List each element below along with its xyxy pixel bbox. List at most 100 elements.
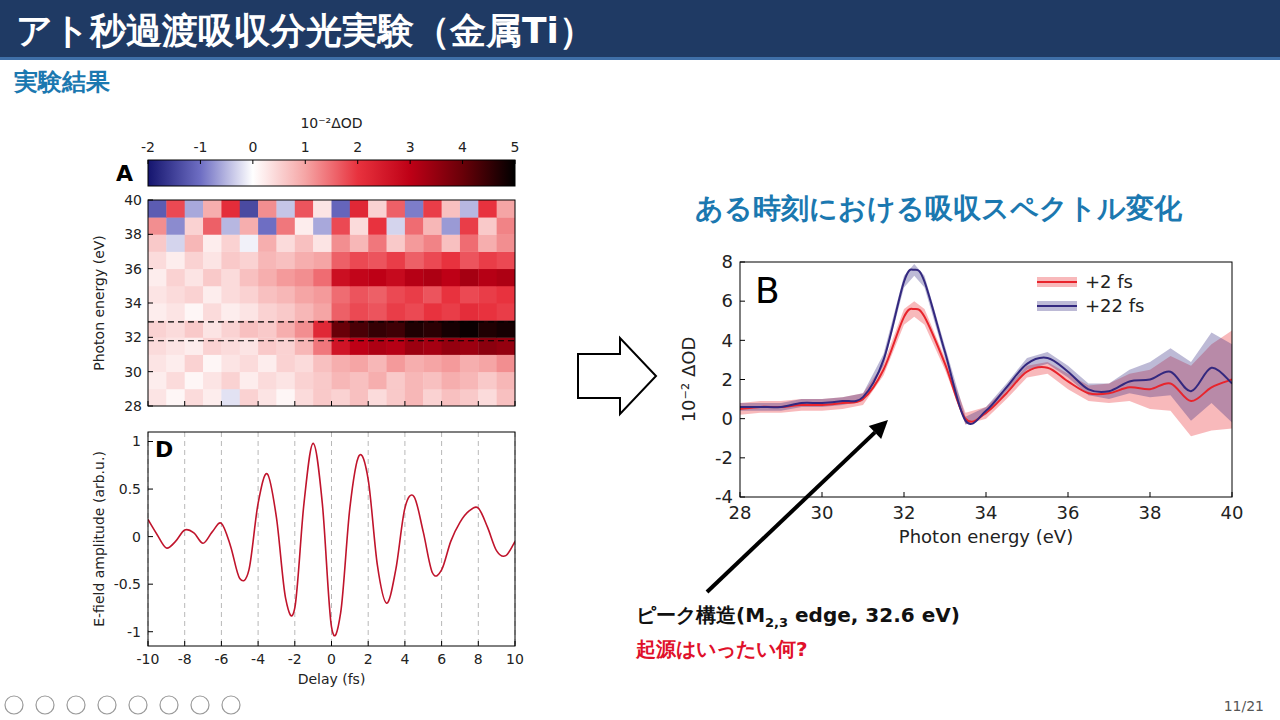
heatmap-cell [240,286,259,304]
x-tick [404,401,405,406]
heatmap-cell [387,200,406,218]
heatmap-cell [368,355,387,373]
y-tick [740,301,745,302]
heatmap-cells [148,200,515,406]
heatmap-cell [460,389,479,406]
heatmap-cell [350,320,369,338]
heatmap-cell [368,337,387,355]
y-tick-label: 4 [722,330,733,351]
plot-marks [148,443,515,635]
colorbar-tick-label: 2 [353,139,362,155]
heatmap-cell [423,303,442,321]
x-tick-label: 2 [364,651,373,667]
heatmap-cell [405,320,424,338]
heatmap-cell [221,337,240,355]
heatmap-cell [313,372,332,390]
heatmap-cell [148,372,167,390]
heatmap-cell [478,355,497,373]
heatmap-cell [295,234,314,252]
y-tick-label: -1 [127,624,141,640]
heatmap-cell [405,389,424,406]
toolbar-icon[interactable] [98,696,116,714]
heatmap-cell [497,355,515,373]
heatmap-cell [478,234,497,252]
heatmap-cell [350,234,369,252]
x-tick [1150,492,1151,497]
y-tick [740,457,745,458]
heatmap-cell [203,286,222,304]
heatmap-cell [276,389,295,406]
heatmap-cell [332,217,351,235]
heatmap-cell [295,337,314,355]
legend-band [1037,277,1077,287]
heatmap-cell [203,200,222,218]
heatmap-cell [460,217,479,235]
heatmap-cell [203,252,222,270]
toolbar-icon[interactable] [191,696,209,714]
plot-frame [740,262,1232,497]
heatmap-cell [276,269,295,287]
x-tick [294,641,295,646]
heatmap-cell [276,200,295,218]
heatmap-cell [295,389,314,406]
y-tick [148,337,153,338]
heatmap-cell [295,320,314,338]
x-tick [221,401,222,406]
toolbar-icon[interactable] [67,696,85,714]
heatmap-cell [203,269,222,287]
heatmap-cell [240,234,259,252]
x-tick [740,492,741,497]
heatmap-cell [203,337,222,355]
toolbar-icon[interactable] [129,696,147,714]
colorbar-tick-label: 5 [511,139,520,155]
y-tick-label: 0 [132,529,141,545]
heatmap-cell [166,389,185,406]
x-grid-line [294,432,295,646]
toolbar-icon[interactable] [36,696,54,714]
heatmap-cell [497,389,515,406]
toolbar-icon[interactable] [222,696,240,714]
heatmap-cell [313,234,332,252]
heatmap-cell [203,234,222,252]
heatmap-cell [497,200,515,218]
heatmap-cell [203,372,222,390]
heatmap-cell [166,252,185,270]
x-tick [986,492,987,497]
x-tick [331,641,332,646]
heatmap-cell [368,303,387,321]
y-tick [148,303,153,304]
reference-line [148,340,515,341]
y-tick-label: 32 [124,329,142,345]
heatmap-cell [478,252,497,270]
heatmap-cell [368,234,387,252]
heatmap-cell [166,234,185,252]
heatmap-cell [221,303,240,321]
heatmap-cell [313,200,332,218]
x-tick-label: 36 [1057,502,1080,523]
heatmap-cell [350,200,369,218]
heatmap-cell [478,286,497,304]
annotation: ピーク構造(M2,3 edge, 32.6 eV) [636,603,960,630]
y-tick-label: 40 [124,192,142,208]
y-tick-label: 36 [124,261,142,277]
x-tick [515,641,516,646]
toolbar-icon[interactable] [160,696,178,714]
heatmap-cell [350,252,369,270]
heatmap-cell [332,286,351,304]
heatmap-cell [423,252,442,270]
colorbar-tick [200,160,201,164]
heatmap-cell [405,269,424,287]
heatmap-cell [387,303,406,321]
heatmap-cell [258,252,277,270]
heatmap-cell [240,355,259,373]
heatmap-cell [332,252,351,270]
heatmap-cell [478,337,497,355]
heatmap-cell [460,252,479,270]
x-tick-label: 8 [474,651,483,667]
heatmap-cell [368,200,387,218]
panel-letter: B [755,270,780,311]
colorbar-tick [148,160,149,164]
heatmap-cell [185,355,204,373]
heatmap-cell [185,337,204,355]
toolbar-icon[interactable] [5,696,23,714]
